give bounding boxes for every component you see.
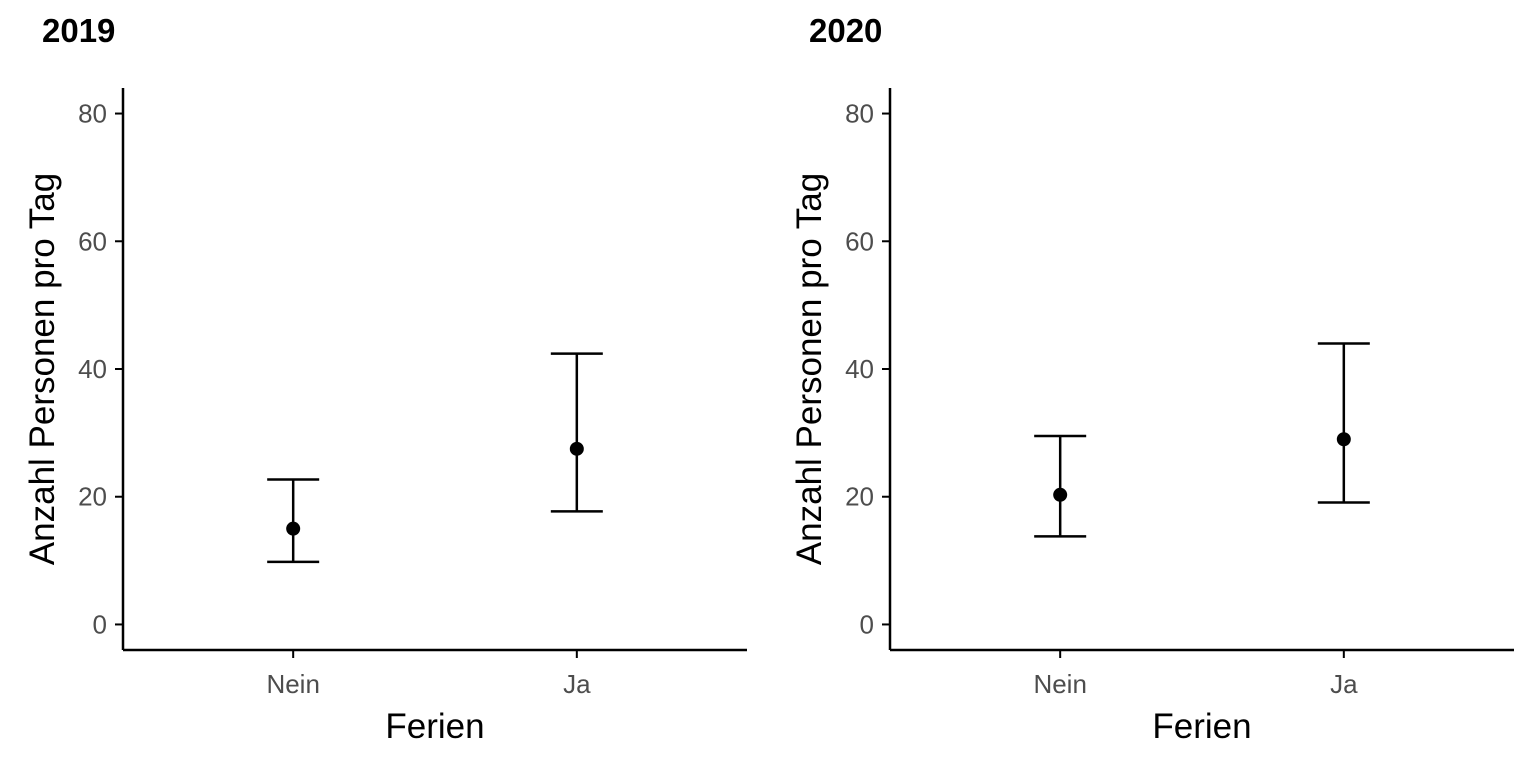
data-point [569,441,584,456]
y-tick-label: 20 [845,482,874,512]
y-tick-label: 40 [78,354,107,384]
y-tick-label: 20 [78,482,107,512]
y-tick-label: 60 [845,226,874,256]
y-tick-label: 0 [860,609,874,639]
panel-title: 2020 [809,12,882,49]
x-tick-label: Ja [1330,669,1358,699]
data-point [1053,487,1068,502]
y-tick-label: 40 [845,354,874,384]
panel-title: 2019 [42,12,115,49]
chart-panel-2019: 2019 0 20 40 60 80 Nein Ja Ferien Anzahl Personen… [23,12,747,746]
y-tick-label: 0 [93,609,107,639]
data-point [1336,432,1351,447]
x-tick-label: Ja [563,669,591,699]
y-axis-title: Anzahl Personen pro Tag [790,173,829,565]
y-tick-label: 80 [78,99,107,129]
y-tick-label: 60 [78,226,107,256]
data-point [286,521,301,536]
x-tick-label: Nein [1033,669,1086,699]
y-tick-label: 80 [845,99,874,129]
x-axis-title: Ferien [385,707,484,746]
y-axis-title: Anzahl Personen pro Tag [23,173,62,565]
x-tick-label: Nein [266,669,319,699]
x-axis-title: Ferien [1152,707,1251,746]
chart-panel-2020: 2020 0 20 40 60 80 Nein Ja Ferien Anzahl Personen… [790,12,1514,746]
